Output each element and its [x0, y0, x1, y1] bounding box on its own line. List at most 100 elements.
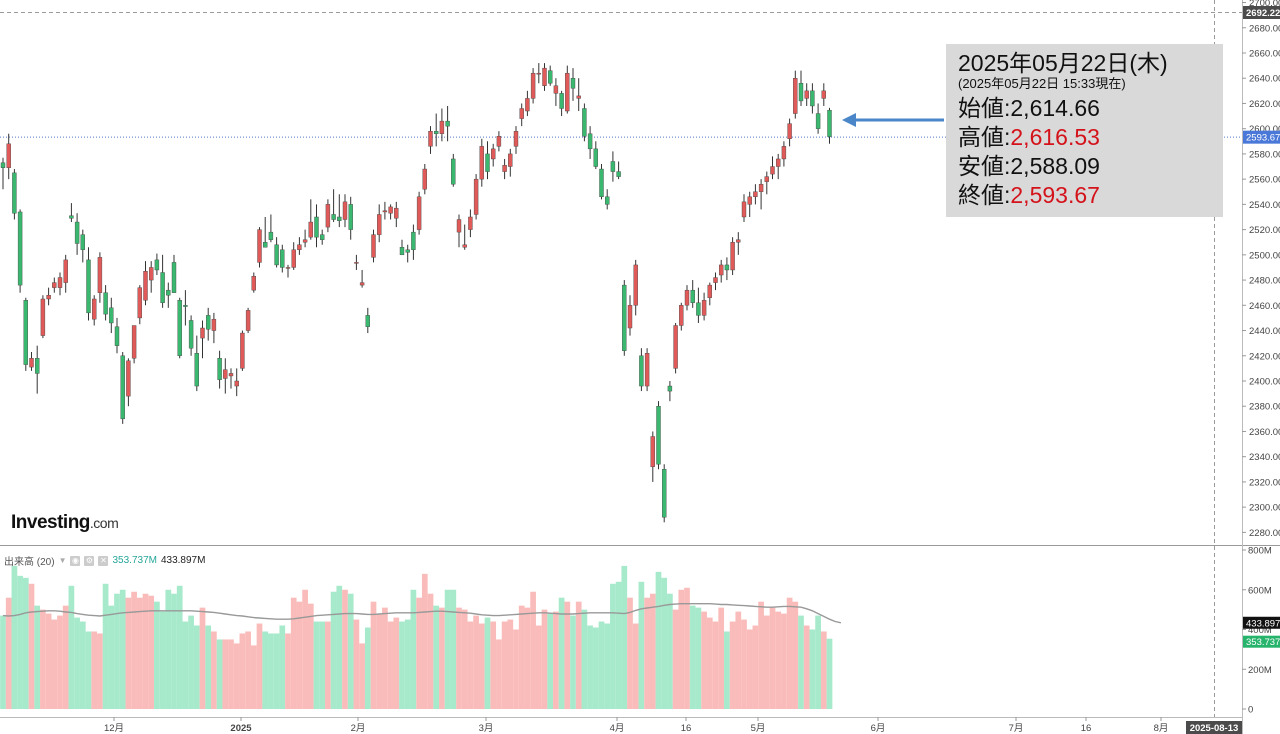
candle	[331, 189, 336, 223]
candle	[622, 280, 627, 356]
candle-body	[428, 131, 433, 147]
investing-logo: Investing.com	[11, 512, 119, 534]
volume-bar	[165, 589, 172, 709]
candle-body	[690, 289, 695, 303]
candle-body	[451, 158, 456, 185]
candle	[485, 141, 490, 180]
candle	[205, 307, 211, 341]
chevron-down-icon[interactable]: ▼	[58, 556, 67, 565]
candle-body	[274, 244, 279, 266]
candle	[570, 68, 576, 101]
candle-body	[371, 234, 376, 258]
volume-bar	[404, 619, 411, 709]
volume-bar	[313, 621, 320, 709]
candle-body	[530, 72, 536, 99]
candle	[274, 237, 279, 268]
time-axis-label: 16	[681, 723, 692, 734]
volume-axis-label: 600M	[1248, 585, 1272, 596]
volume-indicator-name[interactable]: 出来高 (20)	[4, 557, 55, 568]
candle	[183, 290, 188, 326]
candle	[479, 138, 484, 187]
candle	[730, 237, 735, 276]
candle	[747, 191, 752, 217]
close-label: 終値	[958, 182, 1004, 208]
candle-body	[770, 166, 775, 175]
candle-body	[508, 153, 513, 167]
candle	[177, 297, 182, 359]
settings-icon[interactable]: ⚙	[84, 555, 95, 566]
candle-body	[114, 326, 120, 346]
volume-bar	[245, 631, 251, 709]
last-price-label: 2593.67	[1243, 130, 1280, 144]
volume-bar	[57, 615, 63, 709]
volume-bar	[803, 625, 810, 709]
candle	[593, 141, 598, 170]
candle	[354, 254, 359, 270]
candle	[245, 307, 251, 334]
candle	[268, 214, 274, 243]
candle-body	[456, 219, 462, 233]
volume-value: 353.737M	[112, 555, 157, 566]
candle-body	[559, 93, 564, 109]
visibility-icon[interactable]: ◉	[70, 555, 81, 566]
volume-bar	[290, 597, 297, 709]
candle	[120, 351, 125, 424]
candle-body	[650, 436, 655, 467]
candle-body	[656, 406, 661, 465]
volume-ma-value: 433.897M	[160, 555, 206, 566]
volume-bar	[775, 611, 782, 709]
candle-body	[177, 300, 182, 356]
candle-body	[781, 146, 787, 160]
price-axis-label: 2340.00	[1249, 452, 1280, 463]
candle-body	[639, 355, 644, 387]
volume-ma-axis-text: 433.897	[1246, 618, 1280, 629]
volume-bar	[382, 607, 388, 709]
price-axis-label: 2680.00	[1249, 23, 1280, 34]
candle-body	[776, 158, 781, 167]
candle-body	[86, 259, 91, 314]
time-axis-label: 12月	[104, 723, 124, 734]
volume-bar	[689, 605, 696, 709]
volume-legend[interactable]: 出来高 (20) ▼ ◉ ⚙ ✕ 353.737M 433.897M	[4, 553, 205, 568]
volume-bar	[250, 645, 257, 709]
price-axis-label: 2460.00	[1249, 301, 1280, 312]
candle	[770, 156, 775, 180]
candle-body	[513, 131, 519, 147]
candle-body	[479, 146, 484, 180]
candle	[17, 209, 23, 293]
candle	[137, 285, 143, 325]
volume-axis-label: 800M	[1248, 546, 1272, 557]
candle-body	[684, 289, 690, 306]
volume-bar	[724, 631, 730, 709]
volume-bar	[91, 631, 98, 709]
candle	[52, 277, 57, 293]
info-close-row: 終値:2,593.67	[958, 182, 1100, 208]
candle-body	[12, 172, 17, 214]
volume-bar	[216, 639, 223, 709]
volume-bar	[815, 615, 821, 709]
candle	[63, 254, 68, 293]
volume-bar	[211, 631, 217, 709]
candle-body	[348, 204, 353, 230]
candle-body	[240, 332, 245, 369]
time-axis-label: 2月	[351, 723, 366, 734]
candle-body	[137, 287, 143, 319]
candle-body	[627, 305, 633, 329]
candle-body	[787, 123, 792, 139]
volume-bar	[684, 587, 690, 709]
candle-body	[263, 242, 268, 248]
last-price-bg	[1243, 130, 1280, 144]
volume-bar	[541, 609, 548, 709]
close-icon[interactable]: ✕	[98, 555, 109, 566]
low-label: 安値	[958, 153, 1004, 179]
candle-body	[148, 267, 154, 281]
volume-bar	[746, 629, 753, 709]
candle-body	[576, 95, 581, 99]
candle	[217, 350, 222, 389]
candle	[29, 351, 34, 371]
volume-bar	[34, 605, 41, 709]
candle	[713, 272, 718, 291]
volume-bar	[712, 621, 719, 709]
volume-bar	[279, 625, 286, 709]
candle-body	[605, 196, 610, 205]
